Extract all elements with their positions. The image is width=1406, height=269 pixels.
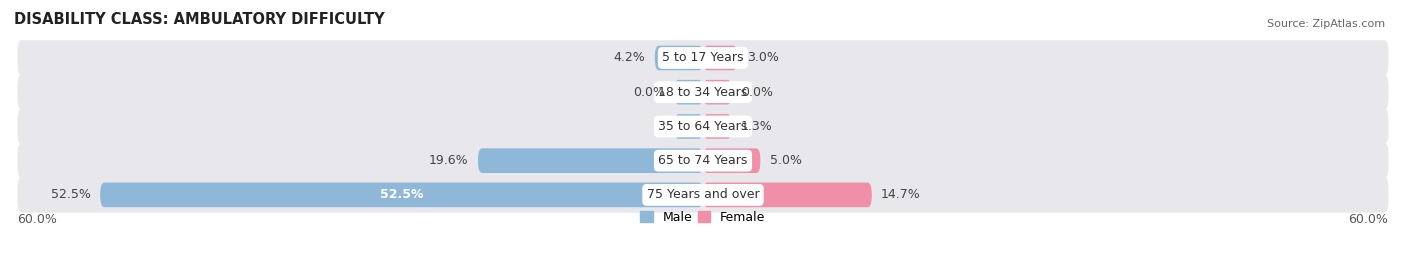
FancyBboxPatch shape <box>17 143 1389 178</box>
Text: 5 to 17 Years: 5 to 17 Years <box>662 51 744 65</box>
Text: 52.5%: 52.5% <box>380 188 423 201</box>
Text: 0.0%: 0.0% <box>741 86 773 99</box>
Legend: Male, Female: Male, Female <box>641 211 765 224</box>
Text: 19.6%: 19.6% <box>429 154 468 167</box>
Text: DISABILITY CLASS: AMBULATORY DIFFICULTY: DISABILITY CLASS: AMBULATORY DIFFICULTY <box>14 12 385 27</box>
FancyBboxPatch shape <box>703 46 738 70</box>
Text: 75 Years and over: 75 Years and over <box>647 188 759 201</box>
Text: 14.7%: 14.7% <box>882 188 921 201</box>
FancyBboxPatch shape <box>675 80 703 105</box>
FancyBboxPatch shape <box>17 40 1389 76</box>
FancyBboxPatch shape <box>100 183 703 207</box>
FancyBboxPatch shape <box>17 109 1389 144</box>
Text: 35 to 64 Years: 35 to 64 Years <box>658 120 748 133</box>
FancyBboxPatch shape <box>478 148 703 173</box>
Text: 60.0%: 60.0% <box>1348 213 1389 226</box>
FancyBboxPatch shape <box>675 114 703 139</box>
FancyBboxPatch shape <box>655 46 703 70</box>
FancyBboxPatch shape <box>703 183 872 207</box>
FancyBboxPatch shape <box>17 75 1389 110</box>
Text: 52.5%: 52.5% <box>51 188 91 201</box>
FancyBboxPatch shape <box>17 177 1389 213</box>
Text: 3.0%: 3.0% <box>747 51 779 65</box>
Text: 5.0%: 5.0% <box>769 154 801 167</box>
Text: 65 to 74 Years: 65 to 74 Years <box>658 154 748 167</box>
Text: 0.0%: 0.0% <box>633 86 665 99</box>
Text: Source: ZipAtlas.com: Source: ZipAtlas.com <box>1267 19 1385 29</box>
FancyBboxPatch shape <box>703 148 761 173</box>
Text: 1.3%: 1.3% <box>741 120 773 133</box>
Text: 18 to 34 Years: 18 to 34 Years <box>658 86 748 99</box>
FancyBboxPatch shape <box>703 114 731 139</box>
Text: 60.0%: 60.0% <box>17 213 58 226</box>
FancyBboxPatch shape <box>703 80 731 105</box>
Text: 4.2%: 4.2% <box>614 51 645 65</box>
